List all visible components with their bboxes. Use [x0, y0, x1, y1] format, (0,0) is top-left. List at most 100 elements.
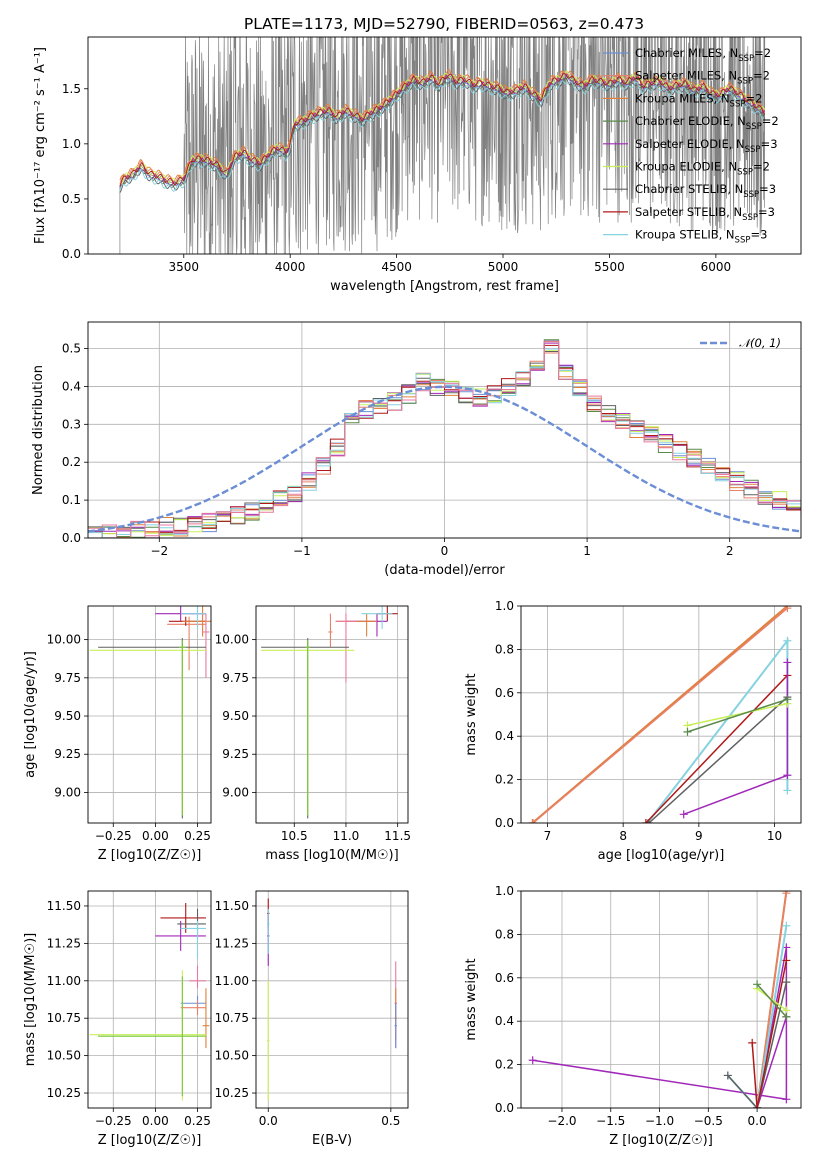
legend-label: Chabrier STELIB, N	[635, 182, 743, 196]
y-tick-label: 1.0	[495, 599, 514, 613]
y-tick-label: 10.50	[215, 1049, 249, 1063]
x-tick-label: −1	[293, 544, 311, 558]
weight-marker	[783, 771, 792, 780]
y-tick-label: 0.1	[62, 493, 81, 507]
axes: −2.0 −1.5 −1.0 −0.5 0.0 0.0 0.2 0.4 0.6 0.8 1.0 Z […	[464, 884, 802, 1148]
grid	[521, 890, 801, 1109]
y-tick-label: 0.4	[62, 379, 81, 393]
weight-marker	[641, 819, 650, 823]
legend-sub: SSP	[737, 77, 753, 87]
weight-line-chabrier-elodie	[756, 983, 787, 1018]
weight-marker	[529, 819, 538, 823]
weight-marker	[783, 695, 792, 704]
legend-entry: Kroupa ELODIE, NSSP=2	[635, 160, 770, 178]
plot-area	[88, 339, 801, 538]
y-tick-label: 9.50	[54, 709, 81, 723]
y-tick-label: 9.25	[222, 747, 249, 761]
x-axis-label: mass [log10(M/M☉)]	[265, 848, 398, 863]
x-tick-label: −0.25	[95, 829, 132, 843]
panel-7: 0.0 0.5 10.25 10.50 10.75 11.00 11.25 11.50 E(B-…	[215, 890, 409, 1148]
weight-marker	[782, 891, 791, 898]
y-tick-label: 11.00	[215, 974, 249, 988]
x-tick-label: −2	[150, 544, 168, 558]
model-line-salpeter-stelib	[119, 73, 766, 187]
grid	[256, 891, 408, 1108]
y-tick-label: 0.5	[62, 342, 81, 356]
weight-line-chabrier-elodie	[687, 698, 788, 733]
axes-frame	[87, 321, 802, 539]
x-tick-label: 8	[619, 829, 627, 843]
legend-entry: Chabrier ELODIE, NSSP=2	[635, 114, 779, 132]
errorbar-point	[328, 613, 333, 648]
weight-marker	[782, 921, 791, 930]
x-tick-label: 7	[544, 829, 552, 843]
legend-entry: Salpeter ELODIE, NSSP=3	[635, 137, 778, 155]
y-axis-label: mass weight	[464, 958, 479, 1040]
legend-sub: SSP	[746, 122, 762, 132]
y-tick-label: 0.0	[495, 1101, 514, 1115]
x-tick-label: 0.0	[748, 1114, 767, 1128]
axes-frame	[520, 890, 802, 1109]
errorbar-point	[335, 613, 377, 637]
legend-entry: Kroupa STELIB, NSSP=3	[635, 228, 767, 246]
legend-tail: =2	[745, 91, 762, 105]
legend-sub: SSP	[730, 99, 746, 109]
panel-3: −0.25 0.00 0.25 9.00 9.25 9.50 9.75 10.00 Z [log…	[23, 605, 212, 863]
histogram-chabrier-elodie	[88, 339, 801, 538]
x-tick-label: 10	[767, 829, 782, 843]
errorbar-point	[394, 1003, 397, 1049]
weight-line-kroupa-elodie	[687, 702, 788, 727]
y-tick-label: 9.75	[222, 671, 249, 685]
errorbar-point	[89, 647, 206, 816]
errorbar-point	[267, 908, 270, 954]
y-tick-label: 10.00	[47, 633, 81, 647]
x-tick-label: 0.5	[381, 1114, 400, 1128]
plot-area	[528, 606, 792, 823]
weight-marker	[782, 1012, 791, 1021]
model-line-salpeter-miles	[119, 70, 766, 184]
x-tick-label: 0.25	[184, 1114, 211, 1128]
legend-sub: SSP	[737, 168, 753, 178]
x-tick-label: 6000	[701, 260, 732, 274]
plot-area	[89, 606, 211, 819]
histogram-kroupa-miles	[88, 341, 801, 538]
x-tick-label: 0.00	[142, 829, 169, 843]
y-tick-label: 0.8	[495, 642, 514, 656]
errorbar-point	[89, 970, 206, 1101]
legend-sub: SSP	[743, 190, 759, 200]
axes-frame	[255, 605, 409, 824]
errorbar-point	[335, 613, 357, 683]
plot-area	[119, 37, 766, 254]
panel-4: 10.5 11.0 11.5 9.00 9.25 9.50 9.75 10.00 mass [l…	[215, 605, 411, 863]
y-tick-label: 0.2	[495, 773, 514, 787]
x-tick-label: 5000	[488, 260, 519, 274]
y-tick-label: 11.25	[47, 936, 81, 950]
legend-tail: =2	[753, 69, 770, 83]
y-tick-label: 0.2	[62, 455, 81, 469]
weight-marker	[528, 1056, 537, 1065]
axes: 10.5 11.0 11.5 9.00 9.25 9.50 9.75 10.00 mass [l…	[215, 605, 411, 863]
x-axis-label: age [log10(age/yr)]	[598, 848, 725, 863]
x-tick-label: −0.5	[694, 1114, 723, 1128]
weight-marker	[782, 978, 791, 987]
x-tick-label: 4500	[381, 260, 412, 274]
errorbar-point	[98, 976, 206, 1097]
errorbar-point	[155, 920, 206, 951]
legend-entry: Chabrier MILES, NSSP=2	[635, 46, 771, 64]
legend-entry: Salpeter STELIB, NSSP=3	[635, 205, 775, 223]
y-axis-label: Normed distribution	[31, 365, 46, 495]
axes-frame	[255, 890, 409, 1109]
y-tick-label: 11.25	[215, 936, 249, 950]
legend-tail: =3	[750, 228, 767, 242]
weight-marker	[783, 786, 792, 795]
y-tick-label: 0.5	[62, 192, 81, 206]
weight-marker	[753, 1104, 762, 1108]
weight-marker	[783, 606, 792, 613]
y-axis-label: Flux [fλ10⁻¹⁷ erg cm⁻² s⁻¹ A⁻¹]	[33, 47, 48, 244]
plot-area	[267, 898, 397, 1101]
histogram-extra-pink	[88, 340, 801, 538]
y-axis-label: mass weight	[464, 673, 479, 755]
legend-entry: Kroupa MILES, NSSP=2	[635, 91, 762, 109]
weight-marker	[748, 1038, 757, 1047]
